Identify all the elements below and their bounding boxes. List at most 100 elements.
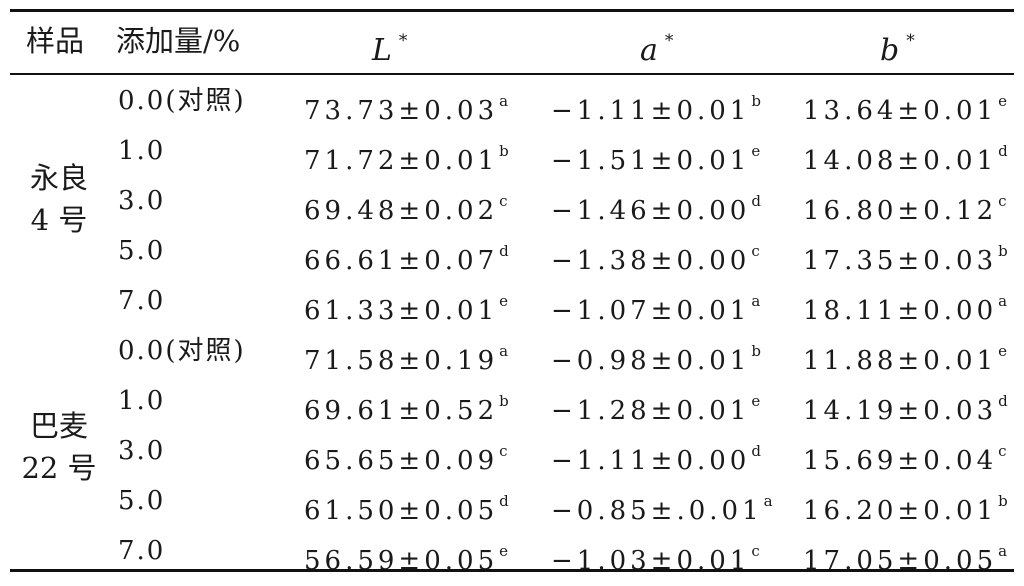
value-text: −1.38±0.00 — [551, 246, 751, 276]
value-text: −1.28±0.01 — [551, 396, 751, 426]
value-text: 66.61±0.07 — [304, 246, 499, 276]
significance-letter: a — [763, 492, 773, 510]
header-sample: 样品 — [26, 24, 85, 58]
value-text: 17.05±0.05 — [803, 546, 998, 576]
value-text: 17.35±0.03 — [803, 246, 998, 276]
value-text: −1.46±0.00 — [551, 196, 751, 226]
l-value-cell: 66.61±0.07d — [304, 226, 509, 286]
l-value-cell: 73.73±0.03a — [304, 76, 508, 136]
addition-cell: 7.0 — [118, 536, 166, 566]
a-value-cell: −1.51±0.01e — [551, 126, 760, 186]
b-value-cell: 17.35±0.03b — [803, 226, 1008, 286]
l-value-cell: 69.48±0.02c — [304, 176, 508, 236]
header-b-star: b * — [880, 20, 915, 68]
header-a-star: a * — [640, 20, 674, 68]
header-b-sup: * — [906, 31, 915, 51]
value-text: −0.98±0.01 — [551, 346, 751, 376]
significance-letter: a — [499, 92, 509, 110]
group-label-2: 巴麦 22 号 — [20, 405, 98, 489]
table-row: 3.0 69.48±0.02c −1.46±0.00d 16.80±0.12c — [0, 176, 1024, 226]
table-bottom-rule — [10, 569, 1014, 572]
table-row: 0.0(对照) 73.73±0.03a −1.11±0.01b 13.64±0.01e — [0, 76, 1024, 126]
table-row: 5.0 66.61±0.07d −1.38±0.00c 17.35±0.03b — [0, 226, 1024, 276]
significance-letter: c — [751, 242, 760, 260]
l-value-cell: 56.59±0.05e — [304, 526, 508, 586]
value-text: 69.48±0.02 — [304, 196, 499, 226]
l-value-cell: 71.58±0.19a — [304, 326, 508, 386]
value-text: −1.11±0.00 — [551, 446, 751, 476]
value-text: 56.59±0.05 — [304, 546, 499, 576]
b-value-cell: 11.88±0.01e — [803, 326, 1007, 386]
significance-letter: b — [998, 242, 1008, 260]
value-text: 71.72±0.01 — [304, 146, 499, 176]
significance-letter: b — [499, 142, 509, 160]
b-value-cell: 16.80±0.12c — [803, 176, 1007, 236]
value-text: 61.33±0.01 — [304, 296, 499, 326]
significance-letter: e — [499, 542, 508, 560]
significance-letter: b — [751, 342, 761, 360]
significance-letter: d — [751, 442, 761, 460]
table-top-rule — [10, 9, 1014, 12]
value-text: −1.51±0.01 — [551, 146, 751, 176]
addition-cell: 1.0 — [118, 136, 166, 166]
significance-letter: d — [998, 142, 1008, 160]
header-a-var: a — [640, 33, 658, 68]
b-value-cell: 15.69±0.04c — [803, 426, 1007, 486]
l-value-cell: 71.72±0.01b — [304, 126, 509, 186]
significance-letter: e — [998, 92, 1007, 110]
significance-letter: a — [998, 292, 1008, 310]
b-value-cell: 14.08±0.01d — [803, 126, 1008, 186]
table-row: 5.0 61.50±0.05d −0.85±.0.01a 16.20±0.01b — [0, 476, 1024, 526]
significance-letter: b — [751, 92, 761, 110]
value-text: 16.20±0.01 — [803, 496, 998, 526]
table-row: 0.0(对照) 71.58±0.19a −0.98±0.01b 11.88±0.01e — [0, 326, 1024, 376]
value-text: 69.61±0.52 — [304, 396, 499, 426]
table-row: 1.0 69.61±0.52b −1.28±0.01e 14.19±0.03d — [0, 376, 1024, 426]
value-text: −1.11±0.01 — [551, 96, 751, 126]
b-value-cell: 14.19±0.03d — [803, 376, 1008, 436]
value-text: 14.19±0.03 — [803, 396, 998, 426]
significance-letter: c — [499, 192, 508, 210]
value-text: 61.50±0.05 — [304, 496, 499, 526]
header-addition: 添加量/% — [116, 24, 241, 58]
addition-cell: 3.0 — [118, 436, 166, 466]
a-value-cell: −1.03±0.01c — [551, 526, 760, 586]
group-label-1: 永良 4 号 — [20, 157, 98, 241]
header-a-sup: * — [664, 31, 674, 51]
l-value-cell: 61.50±0.05d — [304, 476, 509, 536]
significance-letter: c — [998, 442, 1007, 460]
a-value-cell: −1.11±0.00d — [551, 426, 761, 486]
a-value-cell: −1.38±0.00c — [551, 226, 760, 286]
b-value-cell: 13.64±0.01e — [803, 76, 1007, 136]
header-l-var: L — [372, 33, 392, 68]
significance-letter: b — [499, 392, 509, 410]
table-row: 7.0 56.59±0.05e −1.03±0.01c 17.05±0.05a — [0, 526, 1024, 576]
significance-letter: b — [998, 492, 1008, 510]
significance-letter: c — [499, 442, 508, 460]
value-text: −0.85±.0.01 — [551, 496, 763, 526]
a-value-cell: −1.11±0.01b — [551, 76, 761, 136]
significance-letter: c — [751, 542, 760, 560]
addition-cell: 5.0 — [118, 486, 166, 516]
addition-cell: 5.0 — [118, 236, 166, 266]
l-value-cell: 69.61±0.52b — [304, 376, 509, 436]
addition-cell: 7.0 — [118, 286, 166, 316]
table-row: 3.0 65.65±0.09c −1.11±0.00d 15.69±0.04c — [0, 426, 1024, 476]
header-l-star: L * — [372, 20, 408, 68]
l-value-cell: 61.33±0.01e — [304, 276, 508, 336]
a-value-cell: −1.46±0.00d — [551, 176, 761, 236]
header-l-sup: * — [398, 31, 408, 51]
b-value-cell: 18.11±0.00a — [803, 276, 1007, 336]
significance-letter: a — [751, 292, 761, 310]
significance-letter: d — [499, 492, 509, 510]
value-text: 15.69±0.04 — [803, 446, 998, 476]
significance-letter: c — [998, 192, 1007, 210]
addition-cell: 0.0(对照) — [118, 86, 246, 116]
table-row: 1.0 71.72±0.01b −1.51±0.01e 14.08±0.01d — [0, 126, 1024, 176]
significance-letter: a — [998, 542, 1008, 560]
l-value-cell: 65.65±0.09c — [304, 426, 508, 486]
a-value-cell: −0.85±.0.01a — [551, 476, 773, 536]
value-text: 18.11±0.00 — [803, 296, 998, 326]
addition-cell: 1.0 — [118, 386, 166, 416]
value-text: −1.07±0.01 — [551, 296, 751, 326]
